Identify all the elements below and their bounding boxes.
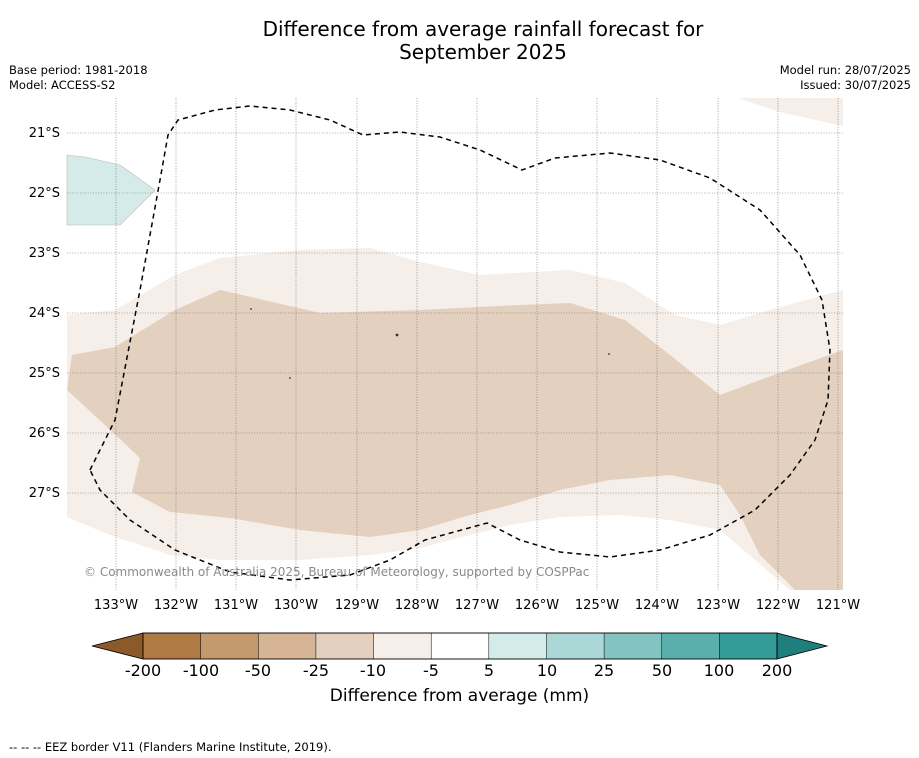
issued-date: Issued: 30/07/2025 <box>800 78 911 92</box>
lon-label: 131°W <box>213 598 259 613</box>
colorbar-cell <box>546 632 605 660</box>
meta-left: Base period: 1981-2018 Model: ACCESS-S2 <box>9 63 148 93</box>
lon-label: 130°W <box>273 598 319 613</box>
colorbar-tick-label: -5 <box>423 661 439 680</box>
lon-label: 122°W <box>755 598 801 613</box>
map-title: Difference from average rainfall forecas… <box>0 18 919 64</box>
colorbar-cell <box>488 632 548 660</box>
lon-label: 127°W <box>454 598 500 613</box>
lon-label: 129°W <box>334 598 380 613</box>
rain-surplus-region <box>66 154 156 226</box>
colorbar-tick-label: -25 <box>302 661 330 680</box>
colorbar-max-arrow <box>776 632 829 660</box>
lat-label: 25°S <box>28 366 60 381</box>
colorbar-tick-label: -10 <box>359 661 387 680</box>
colorbar-title: Difference from average (mm) <box>329 686 590 706</box>
lat-label: 22°S <box>28 186 60 201</box>
colorbar-cell <box>142 632 202 660</box>
eez-border <box>89 105 831 581</box>
lon-label: 121°W <box>815 598 861 613</box>
island-markers <box>250 308 610 379</box>
base-period: Base period: 1981-2018 <box>9 63 148 77</box>
colorbar-tick-label: 10 <box>536 661 558 680</box>
lon-label: 123°W <box>695 598 741 613</box>
rain-deficit-corner-region <box>738 98 843 126</box>
colorbar-tick-label: 100 <box>703 661 735 680</box>
model-name: Model: ACCESS-S2 <box>9 78 116 92</box>
colorbar-tick-label: -200 <box>124 661 162 680</box>
colorbar-tick-label: 5 <box>483 661 495 680</box>
colorbar-tick-label: -50 <box>244 661 272 680</box>
lat-label: 26°S <box>28 426 60 441</box>
colorbar-tick-label: 50 <box>651 661 673 680</box>
colorbar-cell <box>719 632 778 660</box>
lat-label: 27°S <box>28 486 60 501</box>
lon-label: 132°W <box>153 598 199 613</box>
model-run: Model run: 28/07/2025 <box>779 63 911 77</box>
colorbar-cell <box>315 632 375 660</box>
colorbar-min-arrow <box>91 632 144 660</box>
colorbar <box>91 632 829 660</box>
colorbar-cell <box>430 632 490 660</box>
title-line-1: Difference from average rainfall forecas… <box>262 17 704 41</box>
colorbar-tick-label: -100 <box>182 661 220 680</box>
colorbar-tick-label: 200 <box>761 661 793 680</box>
colorbar-frame <box>142 632 778 660</box>
colorbar-cell <box>258 632 317 660</box>
copyright-notice: © Commonwealth of Australia 2025, Bureau… <box>84 565 590 579</box>
lat-label: 21°S <box>28 126 60 141</box>
latitude-gridlines <box>67 132 843 494</box>
lat-label: 24°S <box>28 306 60 321</box>
lon-label: 126°W <box>514 598 560 613</box>
colorbar-cell <box>373 632 432 660</box>
lon-label: 128°W <box>394 598 440 613</box>
colorbar-cell <box>200 632 259 660</box>
colorbar-cell <box>661 632 720 660</box>
colorbar-cell <box>603 632 663 660</box>
lon-label: 125°W <box>574 598 620 613</box>
rain-deficit-mid-region <box>67 290 843 590</box>
lon-label: 133°W <box>93 598 139 613</box>
title-line-2: September 2025 <box>399 40 567 64</box>
meta-right: Model run: 28/07/2025 Issued: 30/07/2025 <box>780 63 911 93</box>
lon-label: 124°W <box>634 598 680 613</box>
lat-label: 23°S <box>28 246 60 261</box>
colorbar-tick-label: 25 <box>593 661 615 680</box>
eez-legend-note: -- -- -- EEZ border V11 (Flanders Marine… <box>9 740 332 754</box>
